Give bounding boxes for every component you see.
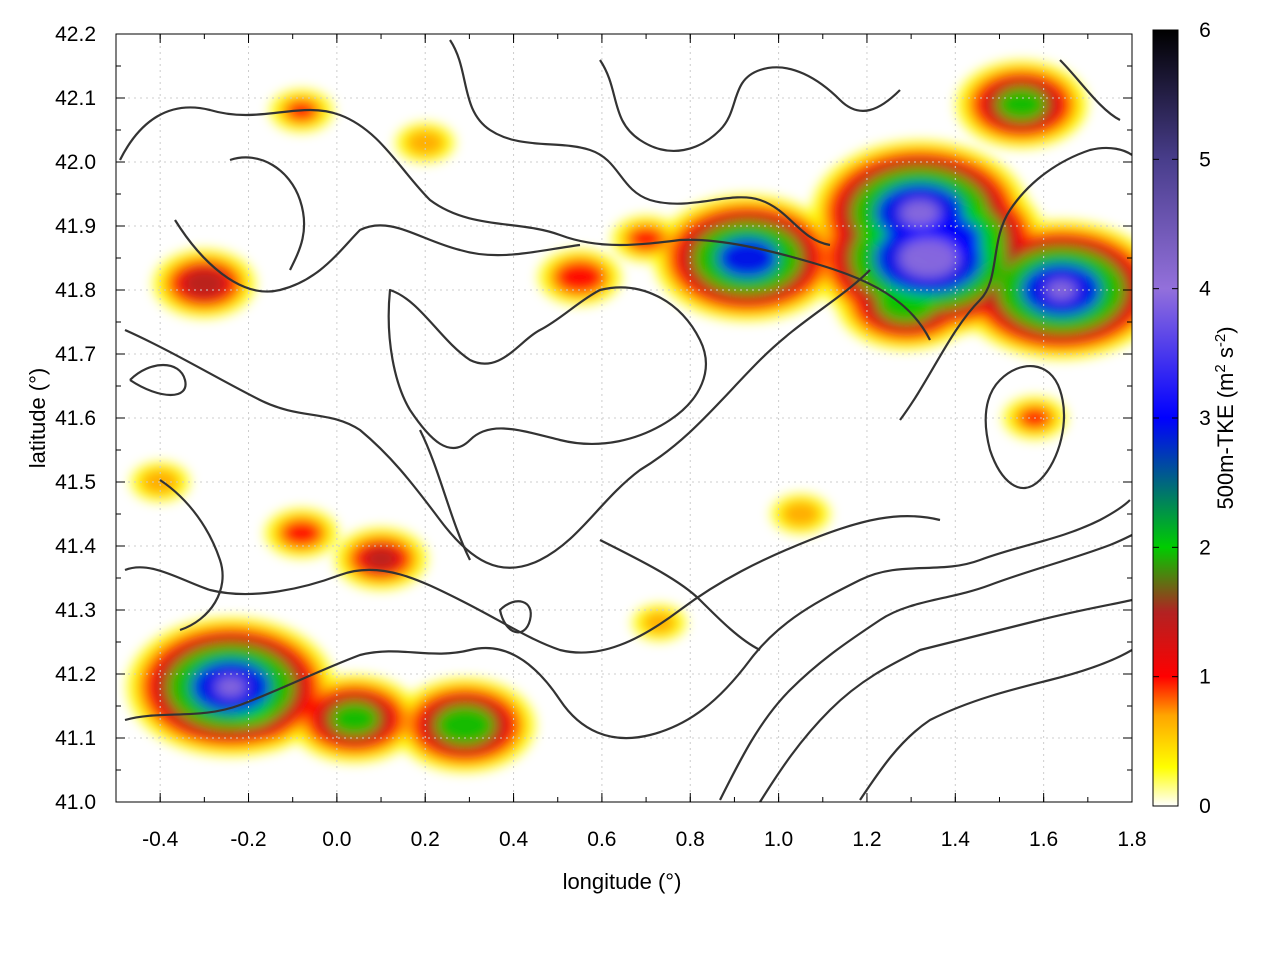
y-tick-label: 41.8 (55, 279, 96, 302)
x-tick-label: 0.6 (587, 828, 616, 851)
contour-line (449, 39, 831, 247)
contour-line (859, 649, 1132, 801)
contour-line (1059, 59, 1121, 121)
colorbar-axis-title: 500m-TKE (m2 s-2) (1212, 326, 1238, 509)
heat-blob (780, 500, 821, 528)
heat-blob (182, 268, 227, 299)
heat-blob (900, 200, 940, 227)
heat-blob (363, 547, 399, 571)
contour-line (984, 365, 1066, 490)
y-axis-title: latitude (°) (25, 368, 50, 469)
y-tick-label: 41.6 (55, 407, 96, 430)
contour-line (119, 106, 931, 341)
x-tick-label: 1.4 (941, 828, 971, 851)
contour-line (174, 219, 581, 293)
contour-line (899, 146, 1132, 421)
colorbar-title-part: s (1213, 347, 1238, 364)
y-tick-label: 42.1 (55, 87, 96, 110)
heat-blob (555, 260, 605, 294)
x-tick-label: 1.6 (1029, 828, 1058, 851)
contour-line (124, 514, 941, 654)
colorbar-tick-label: 1 (1199, 666, 1211, 689)
colorbar-tick-label: 2 (1199, 536, 1211, 559)
heat-blob (329, 702, 380, 736)
heat-blob (281, 520, 322, 547)
contour-line (759, 598, 1132, 802)
y-tick-label: 42.0 (55, 151, 96, 174)
y-tick-label: 41.0 (55, 791, 96, 814)
terrain-contours (119, 39, 1132, 802)
contour-line (387, 286, 707, 450)
x-axis-title: longitude (°) (563, 869, 682, 894)
heat-blob (996, 88, 1047, 121)
heat-field (127, 60, 1132, 772)
heat-blob (215, 676, 246, 697)
x-tick-label: -0.2 (230, 828, 266, 851)
heat-blobs (127, 60, 1132, 772)
heat-blob (899, 238, 959, 278)
x-tick-label: 0.2 (411, 828, 440, 851)
colorbar-tick-label: 5 (1199, 148, 1211, 171)
y-tick-label: 41.9 (55, 215, 96, 238)
x-tick-label: 0.0 (322, 828, 351, 851)
heat-blob (628, 227, 664, 251)
axis-tick-labels: -0.4 -0.2 0.0 0.2 0.4 0.6 0.8 1.0 1.2 1.4 1.6 1.8 41… (55, 23, 1146, 851)
y-tick-label: 41.4 (55, 535, 96, 558)
heat-blob (435, 705, 495, 745)
contour-line (124, 499, 1131, 740)
contour-line (599, 539, 761, 651)
contour-line (719, 534, 1132, 801)
colorbar-tick-label: 6 (1199, 19, 1211, 42)
colorbar-title-part: 500m-TKE (m (1213, 373, 1238, 510)
colorbar-tick-label: 3 (1199, 407, 1211, 430)
colorbar-title-superscript: 2 (1212, 364, 1229, 372)
axis-ticks (115, 33, 1133, 803)
colorbar-tick-label: 4 (1199, 278, 1211, 301)
heat-blob (1046, 280, 1077, 300)
x-tick-label: 1.2 (852, 828, 881, 851)
x-tick-label: 1.8 (1117, 828, 1146, 851)
contour-line (229, 156, 306, 271)
colorbar-ticks: 0 1 2 3 4 5 6 (1153, 19, 1211, 818)
y-tick-label: 41.2 (55, 663, 96, 686)
contour-line (419, 429, 471, 561)
grid-lines (116, 34, 1132, 802)
colorbar-title-part: ) (1213, 326, 1238, 333)
y-tick-label: 41.5 (55, 471, 96, 494)
contour-line (159, 479, 224, 632)
heat-blob (641, 611, 677, 635)
contour-line (124, 269, 871, 569)
y-tick-label: 41.1 (55, 727, 96, 750)
heat-blob (718, 238, 778, 278)
x-tick-label: -0.4 (142, 828, 179, 851)
y-tick-label: 42.2 (55, 23, 96, 46)
contour-line (498, 600, 532, 634)
contour-line (129, 364, 187, 397)
contour-line (599, 59, 901, 152)
x-tick-label: 1.0 (764, 828, 793, 851)
colorbar-title-superscript: -2 (1212, 334, 1229, 347)
x-tick-label: 0.4 (499, 828, 529, 851)
colorbar-tick-label: 0 (1199, 795, 1211, 818)
y-tick-label: 41.3 (55, 599, 96, 622)
y-tick-label: 41.7 (55, 343, 96, 366)
x-tick-label: 0.8 (676, 828, 705, 851)
